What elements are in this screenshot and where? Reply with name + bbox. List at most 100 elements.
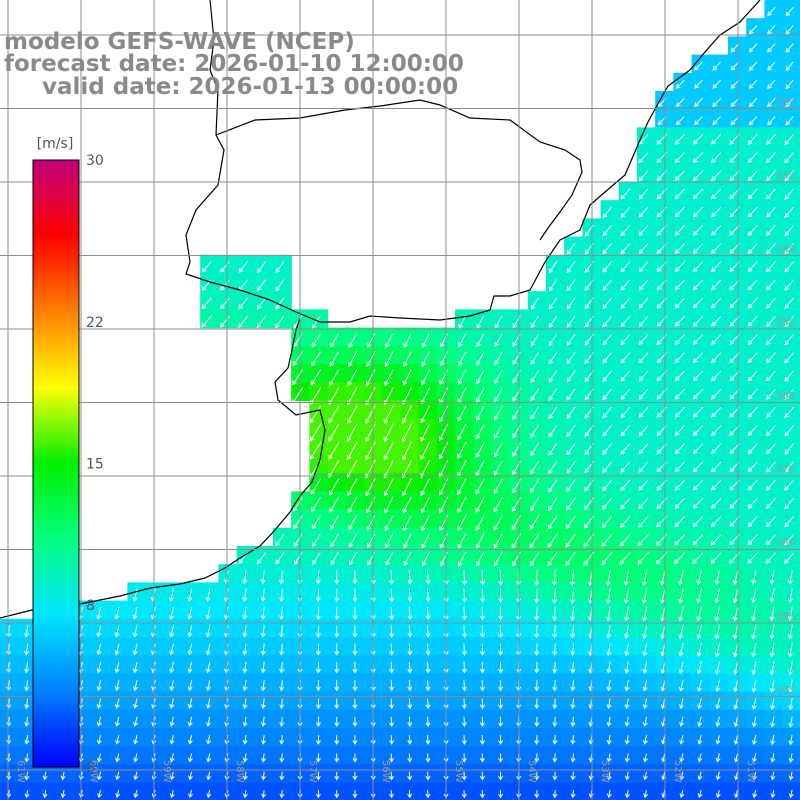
wind-arrow-head xyxy=(494,434,499,439)
wind-arrow xyxy=(785,25,794,35)
wind-arrow xyxy=(44,771,47,780)
wind-arrow-head xyxy=(733,704,739,710)
wind-arrow-head xyxy=(769,652,775,658)
lon-label: 54W xyxy=(526,760,537,783)
wind-arrow-head xyxy=(24,686,30,692)
wind-arrow xyxy=(420,478,431,496)
wind-arrow-head xyxy=(402,508,407,514)
wind-arrow xyxy=(766,334,776,345)
wind-arrow-head xyxy=(620,231,626,237)
wind-arrow xyxy=(330,515,339,530)
wind-arrow-head xyxy=(605,599,611,604)
wind-arrow-head xyxy=(552,616,558,621)
wind-arrow xyxy=(692,552,704,564)
wind-arrow-head xyxy=(389,579,395,585)
wind-arrow-head xyxy=(512,451,517,457)
wind-arrow xyxy=(548,261,558,273)
wind-arrow-head xyxy=(692,358,698,364)
wind-arrow xyxy=(366,351,376,367)
wind-arrow xyxy=(384,496,394,513)
wind-arrow xyxy=(262,753,265,762)
wind-arrow-head xyxy=(420,418,425,424)
wind-arrow-head xyxy=(407,704,413,710)
wind-arrow xyxy=(171,789,174,798)
wind-arrow xyxy=(529,551,540,566)
wind-arrow-head xyxy=(678,651,684,657)
wind-arrow xyxy=(311,333,321,347)
wind-arrow xyxy=(476,333,485,347)
wind-arrow-head xyxy=(602,358,608,364)
wind-arrow-head xyxy=(751,652,757,658)
wind-arrow-head xyxy=(638,449,644,455)
wind-arrow xyxy=(715,624,721,639)
wind-arrow xyxy=(784,297,795,309)
wind-arrow-head xyxy=(352,686,358,692)
wind-arrow-head xyxy=(548,304,554,310)
wind-arrow xyxy=(638,152,649,163)
wind-arrow-head xyxy=(275,541,280,547)
wind-arrow-head xyxy=(584,304,590,310)
wind-arrow xyxy=(365,478,376,496)
wind-arrow xyxy=(644,789,647,798)
wind-arrow-head xyxy=(643,793,649,799)
wind-arrow xyxy=(675,370,685,381)
wind-arrow xyxy=(638,188,649,200)
wind-arrow-head xyxy=(279,775,285,781)
wind-arrow-head xyxy=(206,775,212,781)
wind-arrow-head xyxy=(570,775,576,781)
wind-arrow-head xyxy=(279,722,285,727)
wind-arrow xyxy=(281,753,283,762)
wind-arrow-head xyxy=(638,212,644,218)
wind-arrow xyxy=(771,771,775,780)
wind-arrow xyxy=(766,388,776,400)
wind-arrow-head xyxy=(770,740,776,746)
wind-arrow-head xyxy=(384,381,389,387)
lat-label: 34S xyxy=(776,244,795,255)
wind-arrow-head xyxy=(348,343,353,348)
wind-arrow-head xyxy=(660,686,666,692)
wind-arrow-head xyxy=(311,361,316,367)
wind-arrow xyxy=(402,423,412,442)
wind-arrow-head xyxy=(606,686,612,692)
wind-arrow xyxy=(463,661,465,673)
wind-arrow-head xyxy=(421,526,426,532)
wind-arrow xyxy=(535,606,538,620)
wind-arrow xyxy=(408,680,411,691)
wind-arrow-head xyxy=(656,285,662,291)
wind-arrow xyxy=(625,624,629,639)
wind-arrow xyxy=(692,534,704,546)
wind-arrow-head xyxy=(366,343,372,349)
wind-arrow xyxy=(494,351,503,365)
wind-arrow-head xyxy=(714,580,720,586)
wind-arrow xyxy=(384,387,394,405)
wind-arrow xyxy=(766,188,776,200)
wind-arrow xyxy=(620,406,631,418)
wind-arrow-head xyxy=(785,120,791,126)
wind-arrow-head xyxy=(638,486,644,491)
wind-arrow xyxy=(566,352,576,364)
wind-arrow xyxy=(747,352,758,363)
wind-arrow-head xyxy=(733,722,739,728)
wind-arrow xyxy=(790,771,793,780)
wind-arrow-head xyxy=(334,740,340,745)
wind-arrow-head xyxy=(224,757,230,763)
wind-arrow-head xyxy=(328,436,333,442)
wind-arrow-head xyxy=(548,341,554,347)
wind-arrow-head xyxy=(334,758,340,763)
wind-arrow xyxy=(771,716,775,727)
wind-arrow xyxy=(717,789,720,798)
wind-arrow-head xyxy=(498,633,504,639)
wind-arrow xyxy=(693,152,704,163)
wind-arrow xyxy=(565,533,576,548)
wind-arrow-head xyxy=(747,376,753,382)
wind-arrow-head xyxy=(696,634,702,640)
wind-arrow-head xyxy=(114,721,120,727)
wind-arrow xyxy=(676,79,685,89)
wind-arrow xyxy=(602,279,613,291)
wind-arrow xyxy=(643,624,648,639)
wind-arrow xyxy=(675,461,685,472)
wind-arrow-head xyxy=(534,598,540,604)
wind-arrow-head xyxy=(352,722,358,727)
wind-arrow-head xyxy=(766,395,771,400)
wind-arrow-head xyxy=(206,739,212,745)
